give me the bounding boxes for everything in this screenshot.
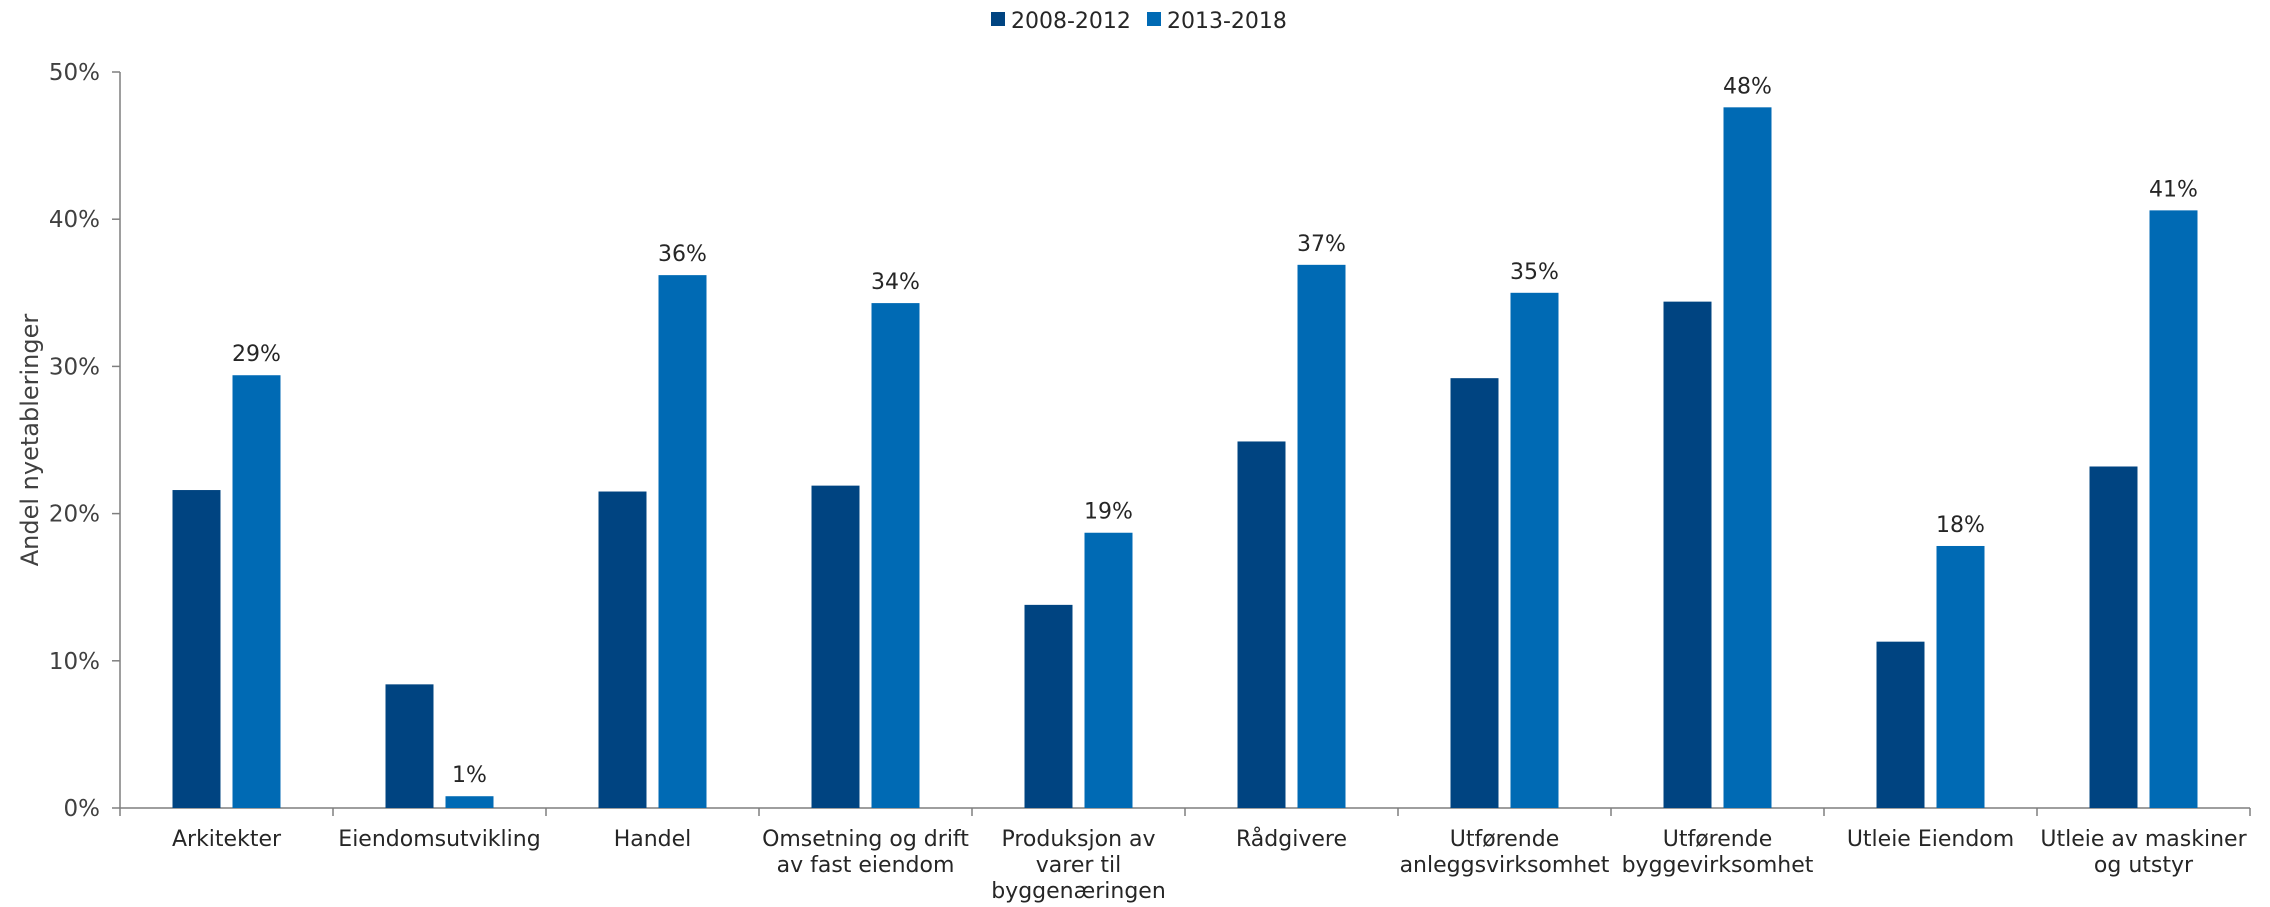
bar-2013-2018	[658, 275, 707, 808]
data-label: 29%	[232, 342, 281, 367]
data-label: 36%	[658, 242, 707, 267]
x-tick-label-line: byggenæringen	[991, 879, 1166, 904]
x-tick-label: Utførende byggevirksomhet	[1622, 827, 1814, 878]
y-tick-label: 0%	[64, 796, 101, 822]
data-label: 37%	[1297, 232, 1346, 257]
x-tick-label-line: Omsetning og drift	[762, 827, 969, 852]
x-tick-label: Produksjon av varer til byggenæringen	[991, 827, 1166, 904]
x-tick-label-line: byggevirksomhet	[1622, 853, 1814, 878]
y-tick-label: 30%	[49, 354, 100, 380]
x-tick-label-line: Rådgivere	[1236, 826, 1347, 852]
bar-2013-2018	[1084, 532, 1133, 808]
x-tick-label-line: Eiendomsutvikling	[338, 827, 540, 852]
bars	[172, 107, 2198, 809]
data-label: 34%	[871, 270, 920, 295]
data-label: 1%	[452, 763, 487, 788]
data-label: 35%	[1510, 260, 1559, 285]
bar-2008-2012	[598, 491, 647, 808]
y-tick-label: 20%	[49, 502, 100, 528]
x-tick-label: Utleie Eiendom	[1847, 827, 2014, 852]
x-tick-label: Eiendomsutvikling	[338, 827, 540, 852]
data-label: 41%	[2149, 177, 2198, 202]
x-tick-label: Omsetning og drift av fast eiendom	[762, 827, 969, 878]
bar-2008-2012	[2089, 466, 2138, 808]
bar-2008-2012	[1024, 604, 1073, 808]
legend-swatch	[1147, 12, 1161, 26]
bar-2008-2012	[811, 485, 860, 808]
x-tick-label: Utleie av maskiner og utstyr	[2040, 827, 2247, 878]
x-axis: Arkitekter Eiendomsutvikling Handel Omsetni…	[119, 807, 2251, 904]
y-tick-label: 50%	[49, 60, 100, 86]
bar-2008-2012	[385, 684, 434, 808]
legend-label: 2013-2018	[1167, 9, 1287, 34]
x-tick-label: Handel	[614, 827, 692, 852]
y-axis: 0% 10% 20% 30% 40% 50%	[49, 60, 121, 822]
legend-label: 2008-2012	[1011, 9, 1131, 34]
data-label: 48%	[1723, 74, 1772, 99]
x-tick-label-line: varer til	[1036, 853, 1122, 878]
y-tick-label: 10%	[49, 649, 100, 675]
bar-2013-2018	[232, 375, 281, 808]
x-tick-label-line: anleggsvirksomhet	[1400, 853, 1610, 878]
legend: 2008-2012 2013-2018	[991, 9, 1287, 34]
data-label: 19%	[1084, 500, 1133, 525]
x-tick-label-line: Utførende	[1663, 827, 1772, 852]
x-tick-label: Arkitekter	[172, 827, 282, 852]
bar-2008-2012	[1876, 641, 1925, 808]
bar-2013-2018	[1297, 264, 1346, 808]
bar-2008-2012	[1663, 301, 1712, 808]
x-tick-label: Utførende anleggsvirksomhet	[1400, 827, 1610, 878]
x-tick-label-line: Handel	[614, 827, 692, 852]
bar-2013-2018	[1936, 545, 1985, 808]
y-tick-label: 40%	[49, 207, 100, 233]
x-tick-label-line: Arkitekter	[172, 827, 282, 852]
bar-2013-2018	[445, 796, 494, 808]
x-tick-label-line: av fast eiendom	[777, 853, 955, 878]
x-tick-label-line: Produksjon av	[1001, 827, 1155, 852]
bar-2008-2012	[1450, 378, 1499, 808]
x-tick-label: Rådgivere	[1236, 826, 1347, 852]
legend-swatch	[991, 12, 1005, 26]
bar-2013-2018	[1510, 292, 1559, 808]
x-tick-label-line: Utførende	[1450, 827, 1559, 852]
bar-2008-2012	[172, 490, 221, 808]
x-tick-label-line: Utleie Eiendom	[1847, 827, 2014, 852]
bar-2013-2018	[871, 303, 920, 808]
data-label: 18%	[1936, 513, 1985, 538]
data-labels: 29% 1% 36% 34% 19% 37% 35% 48% 18% 41%	[232, 74, 2198, 788]
x-tick-label-line: og utstyr	[2094, 853, 2194, 878]
bar-2013-2018	[2149, 210, 2198, 809]
bar-2013-2018	[1723, 107, 1772, 808]
x-tick-label-line: Utleie av maskiner	[2040, 827, 2247, 852]
y-axis-title: Andel nyetableringer	[16, 314, 44, 567]
bar-2008-2012	[1237, 441, 1286, 808]
